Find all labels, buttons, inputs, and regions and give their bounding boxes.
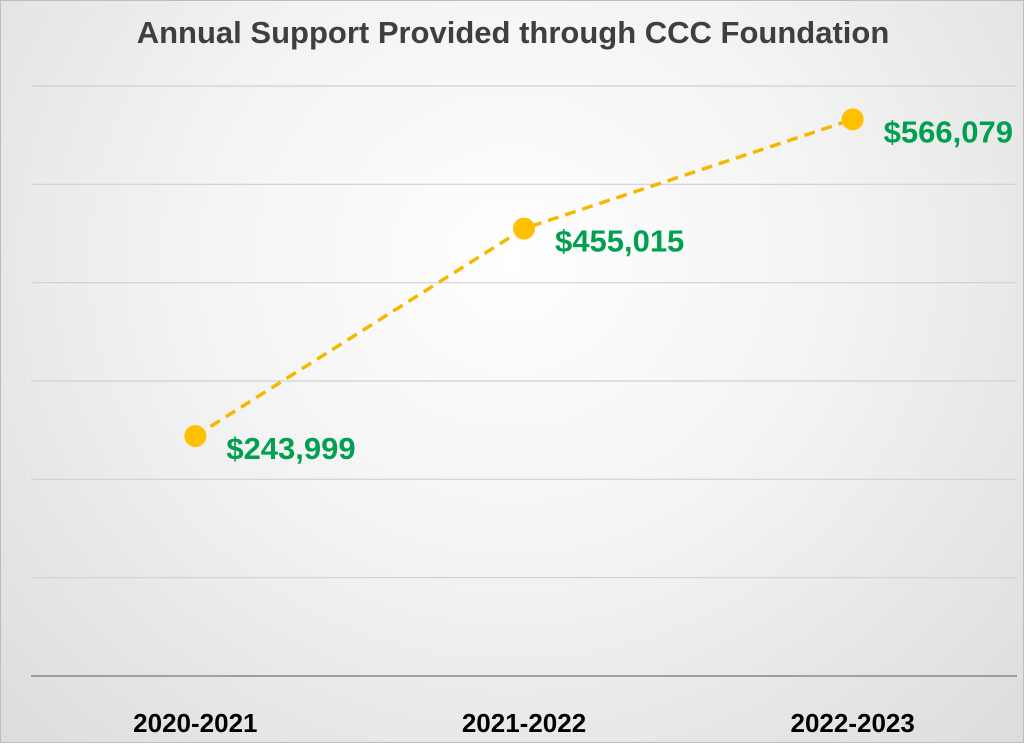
data-point-marker <box>841 108 864 131</box>
series-markers <box>184 108 864 448</box>
category-labels: 2020-2021 2021-2022 2022-2023 <box>133 708 915 738</box>
data-point-marker <box>513 217 535 240</box>
series-line-path <box>194 117 854 438</box>
data-point-marker <box>184 425 207 448</box>
data-label: $455,015 <box>555 224 684 259</box>
gridlines <box>31 85 1017 579</box>
chart-title: Annual Support Provided through CCC Foun… <box>136 15 890 50</box>
category-label: 2022-2023 <box>790 708 914 738</box>
data-labels: $243,999 $455,015 $566,079 <box>226 114 1013 466</box>
data-label: $243,999 <box>226 431 355 466</box>
category-label: 2021-2022 <box>462 708 586 738</box>
data-label: $566,079 <box>884 114 1013 149</box>
category-label: 2020-2021 <box>133 708 257 738</box>
series-line <box>194 117 854 438</box>
